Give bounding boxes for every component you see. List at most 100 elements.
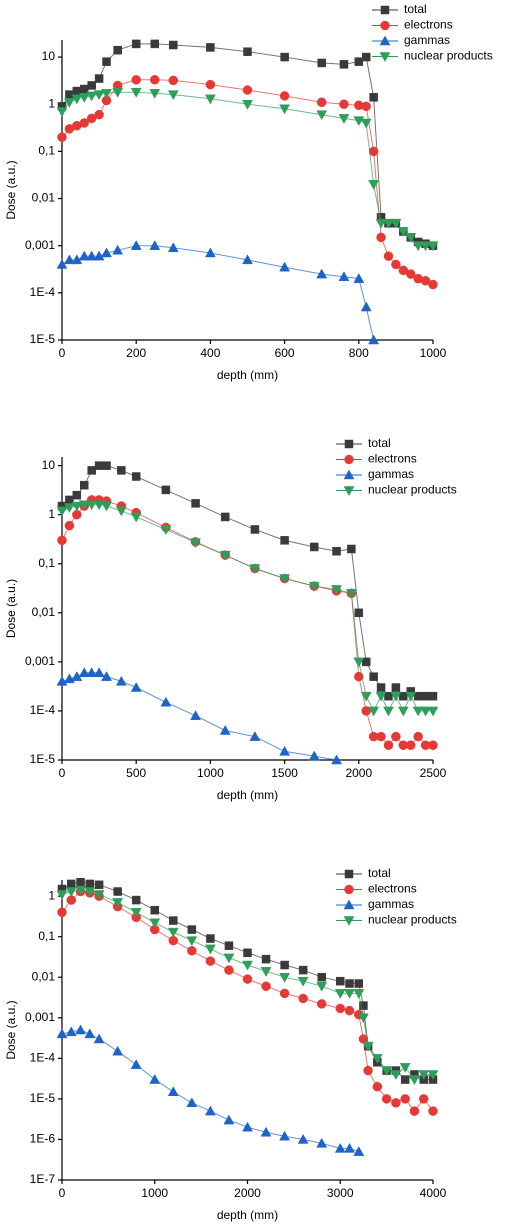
marker [80, 480, 89, 490]
marker [56, 107, 68, 118]
marker [78, 500, 90, 511]
marker [334, 1142, 346, 1153]
marker [63, 503, 75, 514]
marker [112, 1045, 124, 1056]
marker [280, 52, 289, 62]
marker [57, 907, 67, 918]
marker [78, 667, 90, 678]
marker [339, 99, 349, 109]
marker [224, 965, 234, 975]
marker [71, 94, 83, 105]
marker [383, 706, 394, 717]
marker [358, 1013, 369, 1024]
x-tick-label: 0 [59, 346, 66, 360]
marker [427, 706, 439, 717]
marker [391, 259, 401, 270]
y-tick-label: 1E-4 [30, 1051, 56, 1065]
marker [101, 89, 112, 99]
marker [65, 90, 74, 99]
y-axis-label: Dose (a.u.) [4, 579, 18, 638]
marker [375, 691, 387, 702]
series-line [61, 245, 375, 341]
legend-label: electrons [368, 452, 417, 466]
marker [317, 58, 326, 68]
marker [167, 927, 179, 938]
marker [376, 683, 386, 692]
marker [298, 993, 308, 1004]
marker [204, 1105, 216, 1116]
marker [56, 890, 68, 900]
marker [84, 887, 96, 898]
marker [169, 916, 178, 925]
marker [405, 691, 417, 702]
marker [71, 254, 83, 265]
marker [412, 241, 424, 252]
x-tick-label: 2000 [345, 766, 372, 780]
marker [279, 745, 291, 756]
legend-marker [380, 20, 390, 31]
y-tick-label: 1E-7 [30, 1172, 56, 1186]
marker [409, 1106, 420, 1116]
marker [261, 954, 271, 964]
series [57, 495, 438, 750]
legend-label: nuclear products [368, 913, 457, 927]
marker [413, 691, 423, 701]
marker [405, 740, 416, 750]
marker [223, 953, 235, 964]
legend-label: total [368, 436, 391, 450]
marker [428, 691, 438, 701]
marker [316, 97, 327, 108]
marker [130, 682, 142, 692]
marker [57, 132, 67, 142]
series [56, 885, 439, 1086]
marker [219, 550, 231, 561]
marker [390, 691, 402, 702]
marker [279, 104, 291, 115]
marker [331, 754, 342, 765]
marker [94, 461, 104, 470]
legend-marker [379, 35, 391, 46]
y-tick-label: 0,1 [38, 144, 55, 158]
marker [418, 1094, 429, 1104]
marker [360, 118, 372, 129]
marker [390, 1070, 402, 1080]
y-tick-label: 0,001 [25, 654, 55, 668]
marker [115, 675, 127, 686]
series-line [61, 91, 433, 247]
y-tick-label: 1 [48, 96, 55, 110]
y-tick-label: 0,001 [25, 238, 55, 252]
marker [93, 1033, 105, 1044]
marker [332, 546, 341, 556]
marker [78, 93, 90, 103]
marker [368, 334, 380, 345]
marker [76, 878, 85, 887]
x-axis-label: depth (mm) [217, 1208, 278, 1222]
marker [113, 45, 122, 55]
marker [280, 536, 289, 545]
marker [131, 895, 141, 905]
marker [249, 731, 261, 741]
marker [391, 1098, 401, 1108]
marker [428, 279, 438, 290]
series [57, 461, 438, 701]
marker [93, 90, 105, 101]
marker [368, 180, 380, 190]
marker [94, 74, 104, 83]
marker [353, 273, 365, 283]
marker [420, 241, 432, 252]
marker [112, 898, 124, 908]
y-tick-label: 1 [48, 888, 55, 902]
marker [338, 114, 350, 124]
marker [243, 47, 252, 56]
series [57, 75, 438, 290]
marker [347, 544, 356, 554]
marker [427, 1070, 439, 1080]
y-tick-label: 1E-5 [30, 752, 56, 766]
marker [308, 750, 320, 761]
marker [418, 1070, 430, 1080]
marker [86, 91, 98, 102]
marker [149, 240, 161, 250]
marker [336, 976, 345, 986]
marker [205, 79, 216, 90]
